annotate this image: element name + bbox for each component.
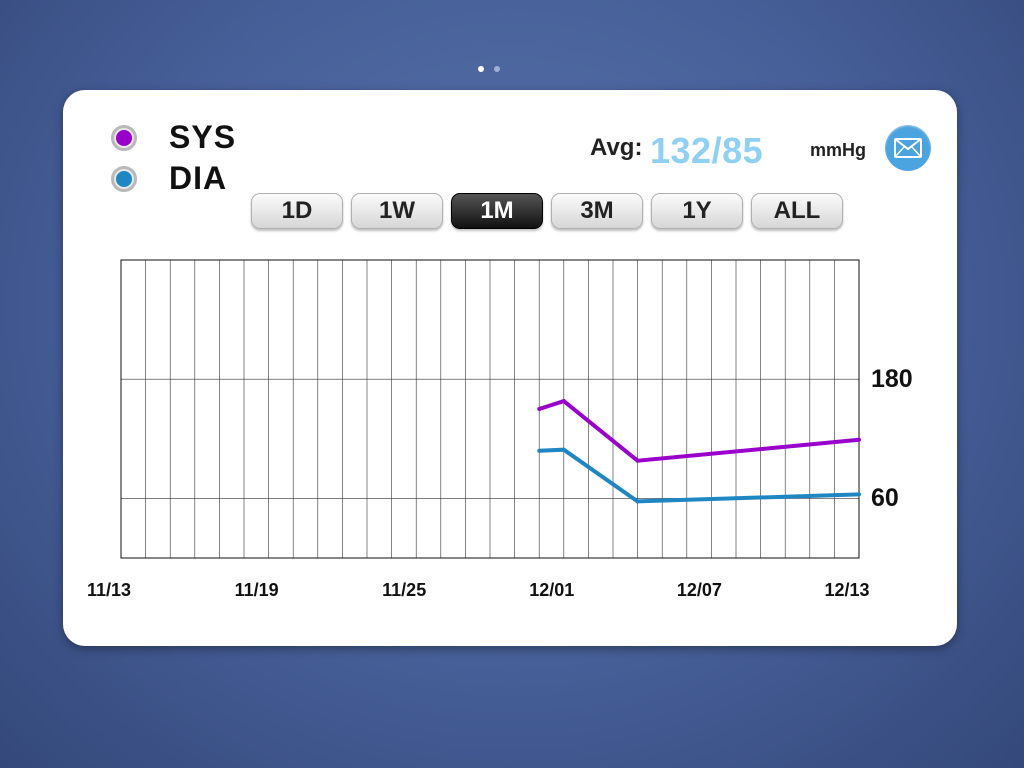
dia-dot-fill <box>116 170 132 187</box>
page-indicator <box>478 66 500 72</box>
unit-label: mmHg <box>810 140 867 160</box>
plot-frame <box>120 259 860 559</box>
x-axis: 11/13 11/19 11/25 12/01 12/07 12/13 <box>87 580 870 600</box>
data-point-sys <box>635 458 640 463</box>
data-point-dia <box>561 447 566 452</box>
data-point-sys <box>857 437 861 442</box>
x-tick-label: 12/01 <box>529 580 574 600</box>
x-tick-label: 11/25 <box>382 580 426 600</box>
x-tick-label: 11/19 <box>235 580 279 600</box>
legend-item-sys: SYS <box>111 119 236 156</box>
series-layer <box>537 398 861 504</box>
range-tab-1d[interactable]: 1D <box>251 193 343 229</box>
x-tick-label: 12/13 <box>824 580 869 600</box>
series-line-sys <box>538 398 860 463</box>
average-value: 132/85 <box>650 130 764 171</box>
y-tick-label: 180 <box>871 365 913 393</box>
range-tab-3m[interactable]: 3M <box>551 193 643 229</box>
legend-label-dia: DIA <box>169 160 228 196</box>
data-point-sys <box>561 399 566 404</box>
page-dot[interactable] <box>494 66 500 72</box>
data-point-dia <box>857 492 861 497</box>
average-label: Avg: <box>590 134 643 161</box>
data-point-dia <box>635 499 640 504</box>
legend-label-sys: SYS <box>169 119 237 155</box>
range-tab-all[interactable]: ALL <box>751 193 843 229</box>
dia-color-dot <box>111 165 137 192</box>
x-tick-label: 12/07 <box>677 580 722 600</box>
series-line-dia <box>539 447 860 504</box>
y-tick-label: 60 <box>871 484 899 512</box>
sys-color-dot <box>111 124 137 151</box>
y-axis: 180 60 <box>871 365 913 512</box>
data-point-dia <box>537 448 542 453</box>
mail-button[interactable] <box>885 125 931 171</box>
x-tick-label: 11/13 <box>87 580 131 600</box>
sys-dot-fill <box>116 129 132 146</box>
bp-line-chart: 180 60 11/13 11/19 11/25 12/01 12/07 12/13 <box>87 259 913 600</box>
data-point-sys <box>537 407 542 411</box>
range-tab-1m[interactable]: 1M <box>451 193 543 229</box>
range-tab-1w[interactable]: 1W <box>351 193 443 229</box>
range-tab-1y[interactable]: 1Y <box>651 193 743 229</box>
chart-card: SYS DIA Avg: 132/85 mmHg 1D 1W 1M 3M 1Y … <box>63 90 957 646</box>
mail-icon <box>894 138 922 158</box>
chart-grid <box>121 260 859 558</box>
legend-item-dia: DIA <box>111 160 227 197</box>
page-dot-active[interactable] <box>478 66 484 72</box>
